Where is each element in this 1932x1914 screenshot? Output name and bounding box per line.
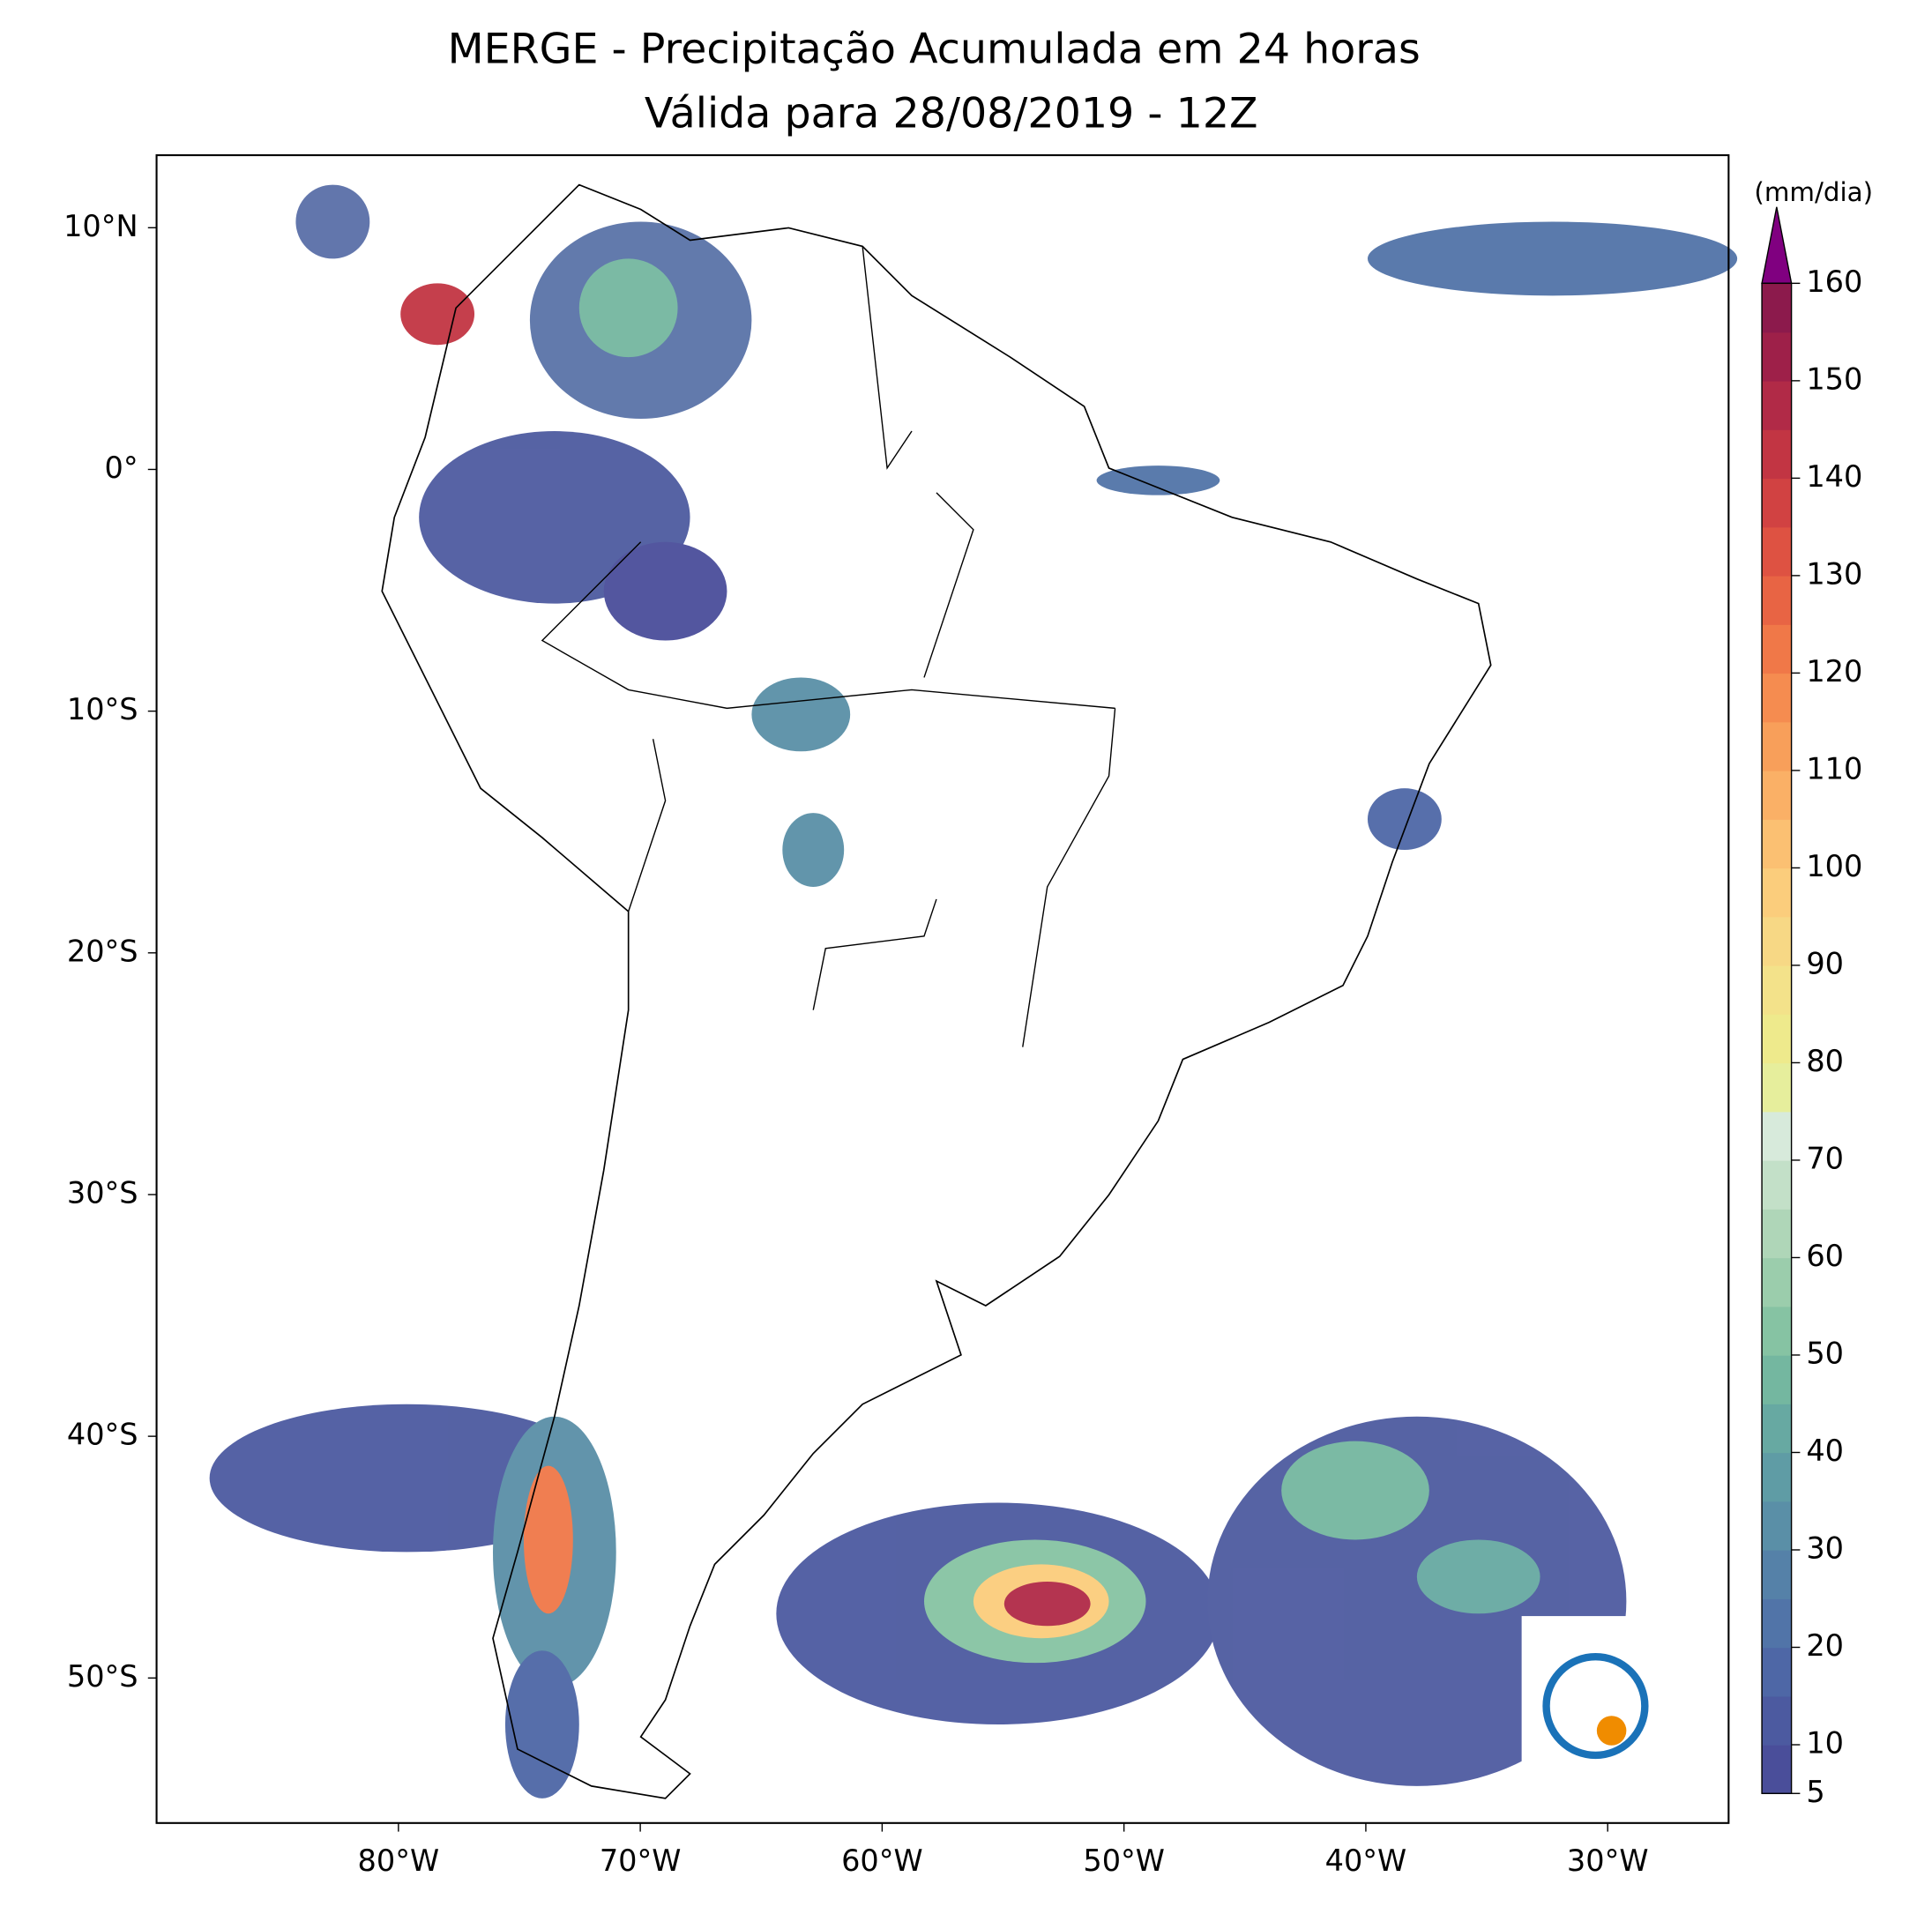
rain-area: [400, 283, 475, 346]
rain-area: [1281, 1441, 1429, 1540]
colorbar-tick-label: 60: [1806, 1239, 1844, 1273]
x-tick-label: 60°W: [841, 1843, 923, 1878]
title: MERGE - Precipitação Acumulada em 24 hor…: [448, 26, 1421, 74]
colorbar-tick-label: 40: [1806, 1434, 1844, 1468]
colorbar-tick-label: 5: [1806, 1775, 1824, 1809]
colorbar-band: [1762, 380, 1792, 430]
colorbar-band: [1762, 721, 1792, 771]
rain-area: [578, 258, 678, 358]
colorbar-tick-label: 150: [1806, 361, 1862, 396]
rain-area: [782, 813, 845, 887]
rain-area: [1416, 1539, 1540, 1614]
colorbar-tick-label: 90: [1806, 946, 1844, 980]
colorbar-band: [1762, 1745, 1792, 1794]
colorbar-label: (mm/dia): [1754, 177, 1873, 207]
precipitation: [209, 184, 1738, 1799]
colorbar-tick-label: 100: [1806, 849, 1862, 883]
logo-dot: [1596, 1716, 1627, 1746]
colorbar-band: [1762, 1014, 1792, 1064]
colorbar-band: [1762, 526, 1792, 577]
colorbar-band: [1762, 1111, 1792, 1161]
y-tick-label: 10°S: [67, 692, 138, 726]
x-tick-label: 40°W: [1325, 1843, 1407, 1878]
rain-area: [603, 541, 727, 641]
colorbar-band: [1762, 1695, 1792, 1746]
x-tick-label: 50°W: [1083, 1843, 1165, 1878]
colorbar-tick-label: 20: [1806, 1628, 1844, 1663]
colorbar-band: [1762, 624, 1792, 674]
rain-area: [1096, 465, 1220, 495]
map-area: [155, 153, 1738, 1824]
x-tick-label: 80°W: [358, 1843, 440, 1878]
colorbar-band: [1762, 964, 1792, 1015]
colorbar-band: [1762, 819, 1792, 869]
rain-area: [1003, 1581, 1091, 1627]
rain-area: [1367, 221, 1738, 296]
x-tick-label: 70°W: [600, 1843, 682, 1878]
colorbar-band: [1762, 1306, 1792, 1356]
y-tick-label: 30°S: [67, 1175, 138, 1210]
y-tick-label: 40°S: [67, 1418, 138, 1452]
colorbar-band: [1762, 1062, 1792, 1113]
colorbar-tick-label: 70: [1806, 1141, 1844, 1175]
colorbar-band: [1762, 916, 1792, 966]
colorbar-tick-label: 140: [1806, 459, 1862, 494]
colorbar: (mm/dia) 5 10 20 30 40 50 60 70 80 90 100 110 120 130…: [1754, 177, 1873, 1809]
colorbar-band: [1762, 1452, 1792, 1502]
colorbar-band: [1762, 1354, 1792, 1404]
colorbar-band: [1762, 868, 1792, 918]
colorbar-extend: [1761, 206, 1793, 285]
rain-area: [504, 1650, 579, 1799]
colorbar-band: [1762, 1598, 1792, 1649]
colorbar-band: [1762, 1257, 1792, 1307]
colorbar-band: [1762, 1159, 1792, 1210]
colorbar-band: [1762, 1404, 1792, 1454]
colorbar-tick-label: 30: [1806, 1530, 1844, 1565]
subtitle: Válida para 28/08/2019 - 12Z: [645, 89, 1258, 138]
colorbar-band: [1762, 283, 1792, 333]
axes: 80°W 70°W 60°W 50°W 40°W 30°W 10°N 0° 10°S 20°S 30…: [63, 209, 1648, 1878]
logo-box: [1521, 1616, 1726, 1801]
y-tick-label: 10°N: [63, 209, 138, 243]
y-tick-label: 20°S: [67, 934, 138, 968]
colorbar-band: [1762, 1549, 1792, 1599]
y-tick-label: 0°: [105, 451, 138, 485]
rain-area: [1367, 788, 1442, 851]
colorbar-band: [1762, 429, 1792, 480]
colorbar-tick-label: 10: [1806, 1726, 1844, 1761]
map-frame: [155, 153, 1730, 1824]
colorbar-tick-label: 50: [1806, 1336, 1844, 1370]
colorbar-tick-label: 160: [1806, 264, 1862, 299]
colorbar-band: [1762, 770, 1792, 820]
colorbar-band: [1762, 1647, 1792, 1697]
colorbar-band: [1762, 1501, 1792, 1551]
colorbar-band: [1762, 1209, 1792, 1259]
colorbar-band: [1762, 673, 1792, 723]
rain-area: [295, 184, 370, 259]
x-tick-label: 30°W: [1567, 1843, 1649, 1878]
colorbar-tick-label: 80: [1806, 1044, 1844, 1078]
colorbar-band: [1762, 331, 1792, 382]
colorbar-band: [1762, 478, 1792, 528]
borders: [541, 246, 1116, 1047]
rain-area: [523, 1465, 573, 1614]
colorbar-tick-label: 110: [1806, 751, 1862, 786]
colorbar-band: [1762, 575, 1792, 625]
y-tick-label: 50°S: [67, 1659, 138, 1694]
rain-area: [751, 677, 851, 752]
colorbar-frame: [1761, 282, 1793, 1794]
logo-ring: [1542, 1652, 1649, 1760]
coastline: [381, 183, 1492, 1799]
colorbar-tick-label: 130: [1806, 556, 1862, 591]
colorbar-tick-label: 120: [1806, 654, 1862, 689]
